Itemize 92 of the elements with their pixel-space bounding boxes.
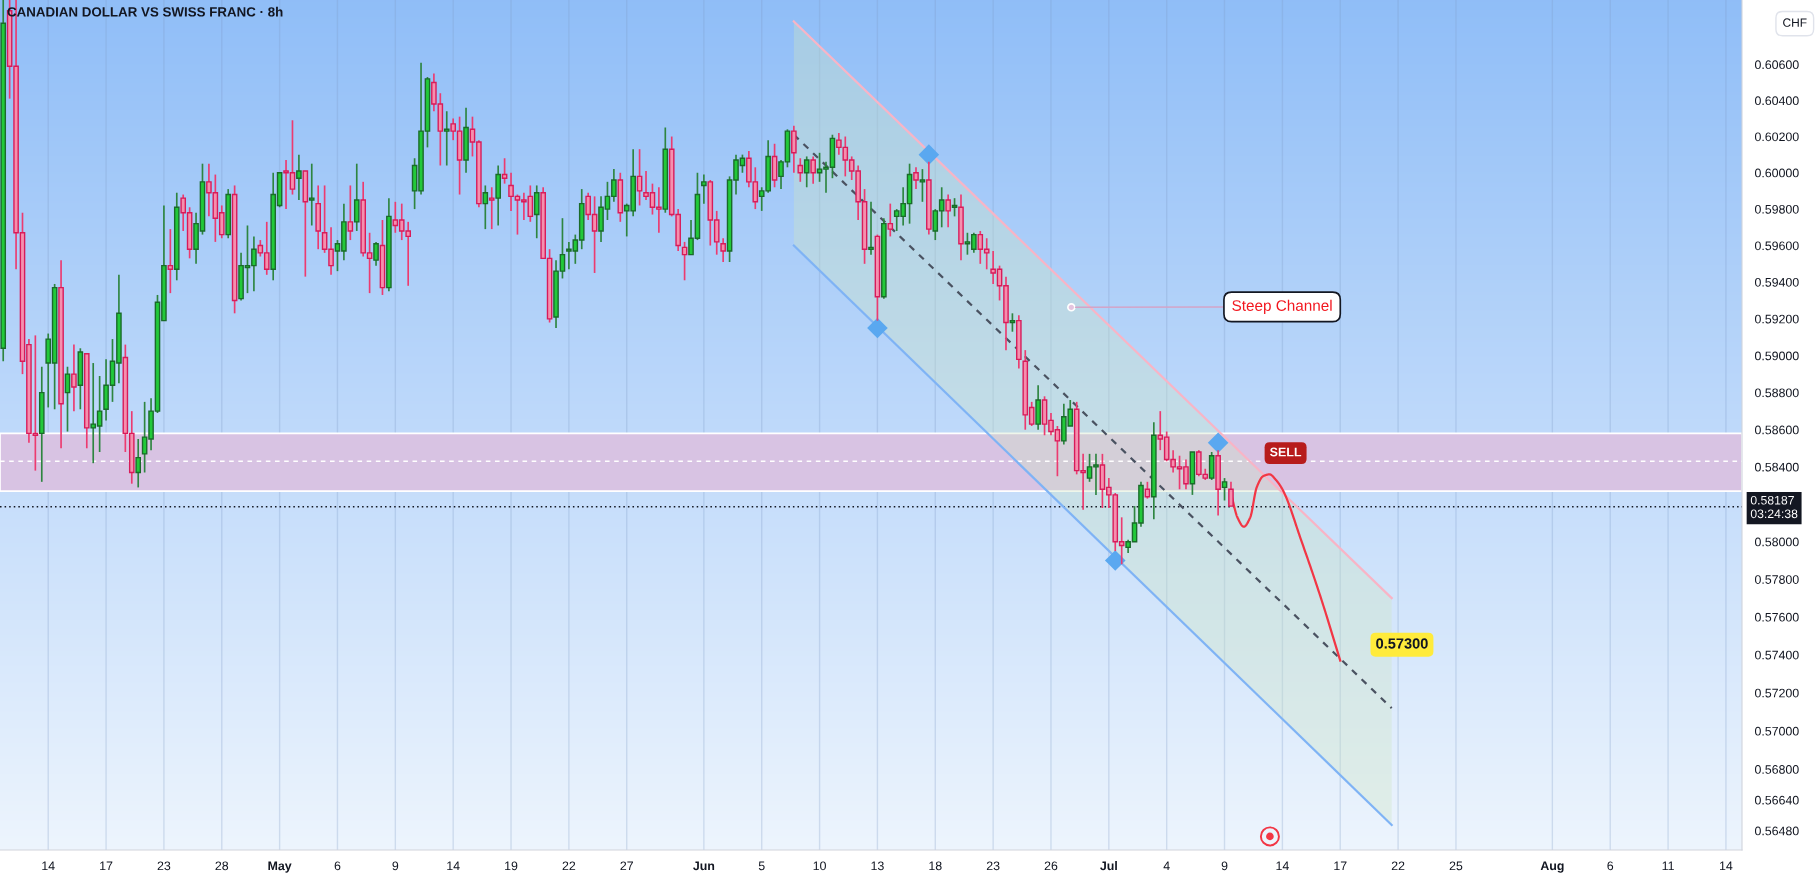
ref-line-label: 0.58187 03:24:38 — [1750, 495, 1798, 519]
candlestick — [919, 168, 926, 203]
x-tick-label: 9 — [1221, 861, 1228, 871]
candlestick — [495, 164, 501, 227]
y-tick-label: 0.56480 — [1754, 826, 1799, 836]
candlestick — [1221, 477, 1228, 502]
x-tick-label: 18 — [929, 861, 942, 871]
y-tick-label: 0.59600 — [1754, 241, 1799, 251]
candlestick — [308, 162, 315, 227]
x-tick-label: 6 — [334, 861, 341, 871]
annotation: SELL — [1269, 447, 1302, 457]
y-tick-label: 0.58600 — [1754, 425, 1799, 435]
candlestick — [1208, 451, 1215, 481]
x-tick-label: 5 — [758, 861, 765, 871]
candlestick — [353, 162, 360, 232]
x-tick-label: Jun — [693, 861, 715, 871]
x-tick-label: 14 — [1720, 861, 1733, 871]
candlestick — [373, 241, 379, 267]
candlestick — [501, 157, 508, 185]
annotation: 0.57300 — [1376, 638, 1428, 649]
y-axis-title: CHF — [1783, 18, 1807, 27]
y-tick-label: 0.57800 — [1754, 575, 1799, 584]
candlestick — [887, 202, 894, 238]
annotation: Steep Channel — [1232, 299, 1332, 314]
point — [867, 317, 888, 339]
candlestick — [720, 237, 726, 263]
x-tick-label: 19 — [505, 861, 518, 871]
candlestick — [791, 124, 797, 174]
x-tick-label: May — [268, 861, 292, 873]
y-tick-label: 0.58800 — [1754, 388, 1799, 398]
x-tick-label: 14 — [447, 861, 460, 871]
candlestick — [135, 438, 142, 489]
candlestick — [810, 155, 816, 185]
x-tick-label: 6 — [1607, 861, 1614, 871]
candlestick — [771, 142, 778, 189]
point — [1104, 550, 1126, 571]
x-tick-label: 23 — [157, 861, 171, 871]
x-tick-label: 17 — [100, 861, 113, 871]
x-tick-label: 26 — [1044, 861, 1058, 871]
x-tick-label: 22 — [562, 861, 576, 871]
y-tick-label: 0.58000 — [1754, 537, 1799, 547]
y-tick-label: 0.56800 — [1754, 765, 1799, 774]
candlestick — [868, 200, 874, 256]
y-tick-label: 0.60200 — [1754, 132, 1799, 142]
candlestick — [803, 155, 810, 189]
x-tick-label: 4 — [1163, 861, 1170, 871]
candlestick — [636, 148, 643, 207]
candlestick — [64, 365, 71, 433]
y-tick-label: 0.59200 — [1754, 314, 1799, 324]
candlestick — [533, 184, 540, 240]
y-tick-label: 0.59800 — [1754, 204, 1799, 214]
candlestick — [945, 193, 951, 229]
candlestick — [347, 184, 354, 241]
candlestick — [913, 166, 919, 190]
candlestick — [488, 186, 495, 230]
x-tick-label: 14 — [42, 861, 55, 871]
candlestick — [482, 184, 489, 230]
x-tick-label: Jul — [1100, 861, 1117, 871]
x-tick-label: 14 — [1276, 861, 1289, 871]
y-tick-label: 0.60600 — [1754, 60, 1799, 70]
x-tick-label: 22 — [1391, 861, 1405, 871]
y-tick-label: 0.56640 — [1754, 795, 1799, 805]
candlestick — [296, 153, 302, 201]
point — [1207, 432, 1229, 453]
y-tick-label: 0.60000 — [1754, 168, 1799, 178]
candlestick — [797, 157, 804, 183]
y-tick-label: 0.59000 — [1754, 351, 1799, 361]
point — [918, 144, 940, 165]
y-tick-label: 0.57600 — [1754, 612, 1799, 622]
y-tick-label: 0.58400 — [1754, 462, 1799, 472]
candlestick — [951, 197, 958, 218]
x-tick-label: 10 — [813, 861, 826, 871]
y-tick-label: 0.60400 — [1754, 96, 1799, 106]
y-tick-label: 0.57200 — [1754, 688, 1799, 698]
x-tick-label: 27 — [620, 861, 633, 871]
x-tick-label: 17 — [1334, 861, 1347, 871]
x-tick-label: 13 — [871, 861, 884, 871]
x-tick-label: 25 — [1449, 861, 1463, 871]
candlestick — [443, 110, 450, 167]
x-tick-label: 9 — [392, 861, 399, 871]
candlestick — [1009, 312, 1016, 333]
candlestick — [1228, 480, 1234, 507]
y-tick-label: 0.59400 — [1754, 277, 1799, 287]
x-tick-label: 23 — [986, 861, 1000, 871]
x-tick-label: 11 — [1662, 861, 1674, 871]
candlestick — [701, 173, 707, 205]
y-tick-label: 0.57400 — [1754, 650, 1799, 660]
y-tick-label: 0.57000 — [1754, 726, 1799, 736]
x-tick-label: Aug — [1540, 861, 1564, 873]
candlestick — [71, 343, 77, 412]
x-tick-label: 28 — [215, 861, 229, 871]
candlestick — [167, 228, 174, 294]
